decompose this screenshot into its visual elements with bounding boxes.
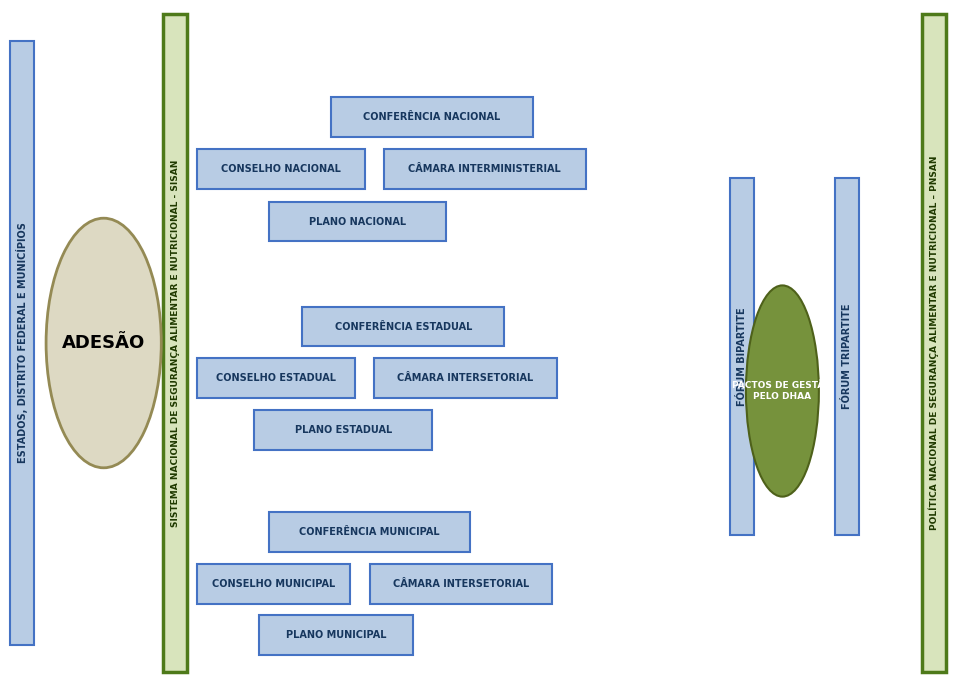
Text: CONSELHO MUNICIPAL: CONSELHO MUNICIPAL — [212, 579, 335, 589]
Text: CONSELHO NACIONAL: CONSELHO NACIONAL — [221, 164, 341, 174]
Text: FÓRUM TRIPARTITE: FÓRUM TRIPARTITE — [842, 304, 852, 410]
FancyBboxPatch shape — [302, 307, 504, 346]
FancyBboxPatch shape — [384, 149, 586, 189]
Text: CONFERÊNCIA MUNICIPAL: CONFERÊNCIA MUNICIPAL — [300, 528, 440, 537]
Text: ESTADOS, DISTRITO FEDERAL E MUNICÍPIOS: ESTADOS, DISTRITO FEDERAL E MUNICÍPIOS — [15, 222, 28, 464]
FancyBboxPatch shape — [10, 41, 34, 645]
Text: PLANO NACIONAL: PLANO NACIONAL — [309, 217, 406, 226]
FancyBboxPatch shape — [163, 14, 187, 672]
FancyBboxPatch shape — [197, 564, 350, 604]
Ellipse shape — [746, 285, 819, 497]
Text: PACTOS DE GESTÃO
PELO DHAA: PACTOS DE GESTÃO PELO DHAA — [732, 381, 832, 401]
Ellipse shape — [46, 218, 161, 468]
Text: CONFERÊNCIA NACIONAL: CONFERÊNCIA NACIONAL — [364, 113, 500, 122]
Text: CÂMARA INTERSETORIAL: CÂMARA INTERSETORIAL — [393, 579, 529, 589]
Text: CÂMARA INTERMINISTERIAL: CÂMARA INTERMINISTERIAL — [408, 164, 562, 174]
FancyBboxPatch shape — [835, 178, 859, 535]
FancyBboxPatch shape — [197, 149, 365, 189]
FancyBboxPatch shape — [197, 358, 355, 398]
FancyBboxPatch shape — [269, 512, 470, 552]
Text: CONFERÊNCIA ESTADUAL: CONFERÊNCIA ESTADUAL — [334, 322, 472, 331]
Text: ADESÃO: ADESÃO — [62, 334, 145, 352]
Text: CÂMARA INTERSETORIAL: CÂMARA INTERSETORIAL — [397, 373, 534, 383]
Text: POLÍTICA NACIONAL DE SEGURANÇA ALIMENTAR E NUTRICIONAL – PNSAN: POLÍTICA NACIONAL DE SEGURANÇA ALIMENTAR… — [928, 156, 939, 530]
FancyBboxPatch shape — [374, 358, 557, 398]
Text: PLANO MUNICIPAL: PLANO MUNICIPAL — [286, 630, 386, 640]
Text: SISTEMA NACIONAL DE SEGURANÇA ALIMENTAR E NUTRICIONAL - SISAN: SISTEMA NACIONAL DE SEGURANÇA ALIMENTAR … — [171, 159, 180, 527]
FancyBboxPatch shape — [370, 564, 552, 604]
FancyBboxPatch shape — [259, 615, 413, 655]
FancyBboxPatch shape — [922, 14, 946, 672]
Text: PLANO ESTADUAL: PLANO ESTADUAL — [295, 425, 392, 435]
Text: CONSELHO ESTADUAL: CONSELHO ESTADUAL — [216, 373, 336, 383]
FancyBboxPatch shape — [331, 97, 533, 137]
FancyBboxPatch shape — [269, 202, 446, 241]
Text: FÓRUM BIPARTITE: FÓRUM BIPARTITE — [736, 307, 747, 406]
FancyBboxPatch shape — [730, 178, 754, 535]
FancyBboxPatch shape — [254, 410, 432, 450]
